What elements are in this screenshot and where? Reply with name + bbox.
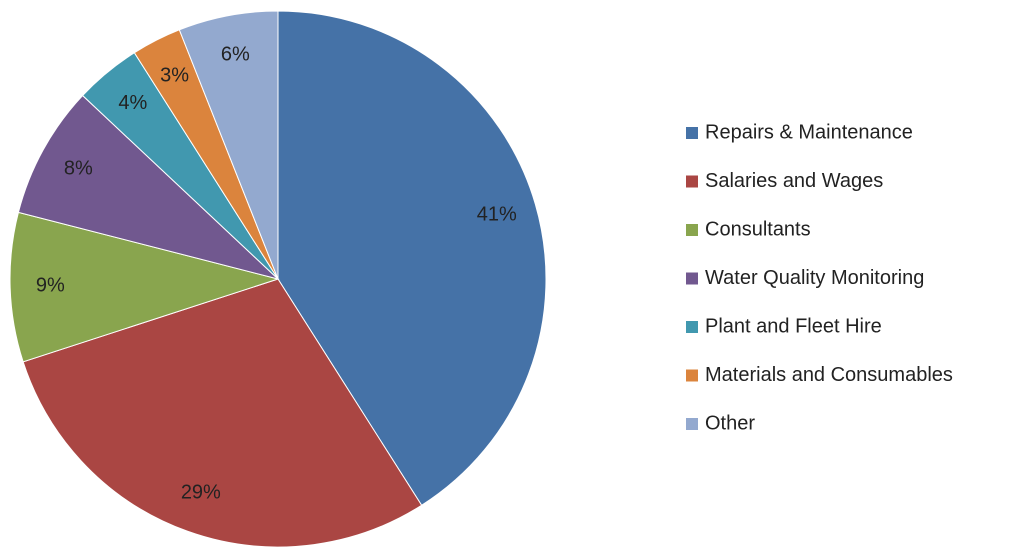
legend-swatch <box>686 127 698 139</box>
legend-label: Repairs & Maintenance <box>705 121 913 143</box>
legend-label: Salaries and Wages <box>705 170 883 192</box>
legend-label: Materials and Consumables <box>705 364 953 386</box>
legend-label: Water Quality Monitoring <box>705 267 924 289</box>
legend-swatch <box>686 272 698 285</box>
legend-swatch <box>686 369 698 382</box>
data-label: 29% <box>181 482 221 504</box>
pie-slice <box>9 211 280 363</box>
pie-slice <box>178 10 279 280</box>
legend-swatch <box>686 418 698 430</box>
data-label: 3% <box>160 64 189 86</box>
pie-slice <box>277 10 547 506</box>
legend-swatch <box>686 321 698 333</box>
data-label: 8% <box>64 158 93 180</box>
legend-label: Other <box>705 412 755 434</box>
data-label: 4% <box>118 92 147 114</box>
data-label: 41% <box>477 204 517 226</box>
pie-slice <box>22 278 423 547</box>
legend-label: Plant and Fleet Hire <box>705 315 882 337</box>
pie-slice <box>17 94 279 280</box>
data-label: 9% <box>36 274 65 296</box>
legend-label: Consultants <box>705 218 811 240</box>
legend-swatch <box>686 224 698 236</box>
legend-swatch <box>686 175 698 188</box>
data-label: 6% <box>221 44 250 66</box>
